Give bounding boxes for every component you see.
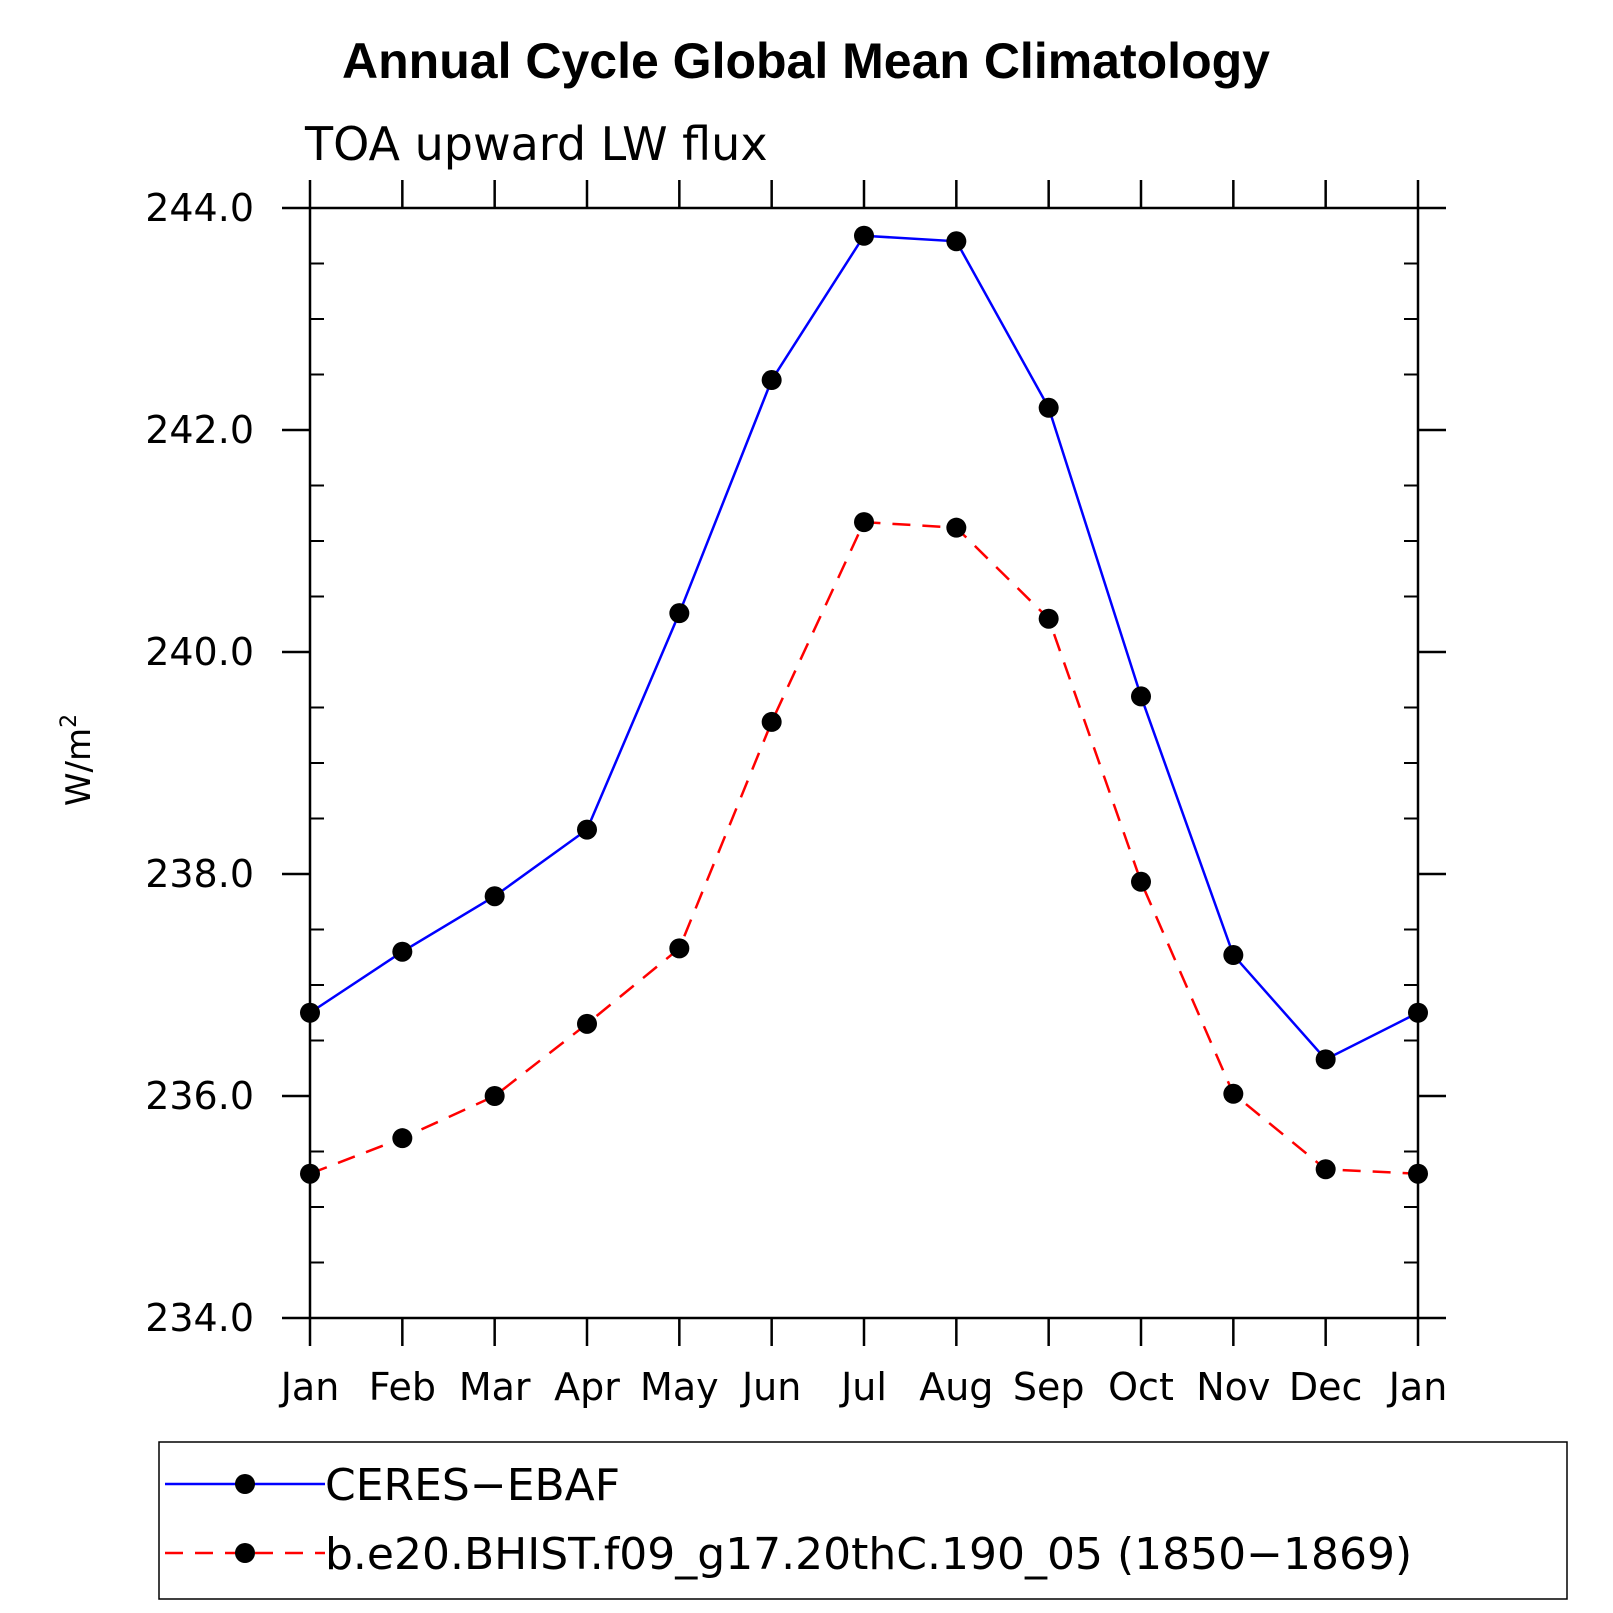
y-axis-label: W/m2 bbox=[57, 714, 99, 806]
x-tick-label: Jan bbox=[1387, 1365, 1448, 1409]
data-point bbox=[1408, 1002, 1428, 1023]
data-point bbox=[1315, 1159, 1336, 1180]
y-tick-label: 244.0 bbox=[145, 186, 254, 230]
data-point bbox=[1131, 871, 1151, 892]
data-point bbox=[761, 711, 782, 732]
chart-title: Annual Cycle Global Mean Climatology bbox=[342, 33, 1270, 89]
data-point bbox=[1223, 945, 1244, 966]
legend-label-ceres: CERES−EBAF bbox=[325, 1460, 620, 1511]
x-tick-label: Mar bbox=[459, 1365, 531, 1409]
x-tick-label: Aug bbox=[919, 1365, 993, 1409]
data-point bbox=[1131, 686, 1151, 707]
data-point bbox=[484, 1086, 505, 1106]
legend-marker-model bbox=[235, 1543, 255, 1563]
data-point bbox=[761, 370, 782, 391]
y-tick-label: 238.0 bbox=[145, 852, 254, 896]
x-tick-label: Jun bbox=[740, 1365, 801, 1409]
series-line-1 bbox=[309, 520, 1419, 1175]
y-axis-label-text: W/m bbox=[59, 728, 99, 806]
data-point bbox=[669, 938, 690, 959]
series-line-0 bbox=[309, 234, 1419, 1061]
x-tick-label: Dec bbox=[1289, 1365, 1363, 1409]
data-point bbox=[1038, 397, 1059, 418]
data-point bbox=[669, 603, 690, 624]
x-tick-label: Jul bbox=[839, 1365, 887, 1409]
data-point bbox=[484, 886, 505, 907]
legend-marker-ceres bbox=[235, 1474, 255, 1494]
data-point bbox=[300, 1163, 320, 1184]
x-tick-label: Nov bbox=[1196, 1365, 1270, 1409]
x-tick-label: Apr bbox=[554, 1365, 620, 1409]
legend: CERES−EBAF b.e20.BHIST.f09_g17.20thC.190… bbox=[158, 1441, 1568, 1600]
data-point bbox=[577, 1013, 597, 1034]
data-point bbox=[1038, 608, 1059, 629]
y-tick-label: 240.0 bbox=[145, 630, 254, 674]
series-layer bbox=[300, 225, 1428, 1184]
legend-label-model: b.e20.BHIST.f09_g17.20thC.190_05 (1850−1… bbox=[325, 1529, 1412, 1580]
x-tick-label: May bbox=[640, 1365, 719, 1409]
axes: Jan Feb Mar Apr May Jun Jul Aug Sep Oct Nov Dec Jan 2… bbox=[145, 180, 1447, 1409]
legend-box bbox=[158, 1441, 1568, 1600]
data-point bbox=[1408, 1163, 1428, 1184]
y-tick-label: 236.0 bbox=[145, 1074, 254, 1118]
data-point bbox=[854, 225, 874, 246]
x-tick-label: Feb bbox=[369, 1365, 436, 1409]
data-point bbox=[946, 231, 967, 252]
chart-subtitle: TOA upward LW flux bbox=[304, 117, 768, 171]
y-axis-label-superscript: 2 bbox=[57, 714, 82, 728]
data-point bbox=[300, 1002, 320, 1023]
data-point bbox=[577, 819, 597, 840]
y-tick-label: 234.0 bbox=[145, 1296, 254, 1340]
data-point bbox=[392, 1128, 413, 1149]
data-point bbox=[1315, 1049, 1336, 1070]
y-tick-label: 242.0 bbox=[145, 408, 254, 452]
x-tick-label: Sep bbox=[1013, 1365, 1085, 1409]
data-point bbox=[854, 512, 874, 533]
x-tick-label: Oct bbox=[1108, 1365, 1174, 1409]
data-point bbox=[946, 517, 967, 538]
data-point bbox=[392, 941, 413, 962]
plot-frame bbox=[308, 206, 1420, 1320]
data-point bbox=[1223, 1083, 1244, 1104]
x-tick-label: Jan bbox=[279, 1365, 340, 1409]
